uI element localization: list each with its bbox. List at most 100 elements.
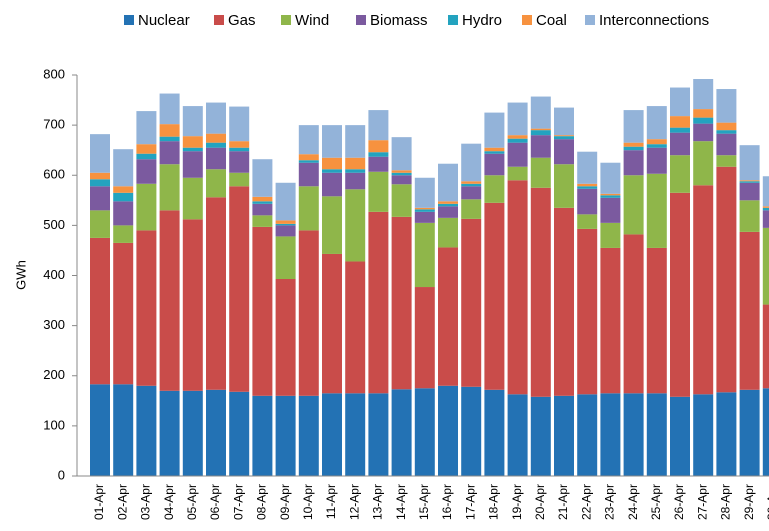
bar-segment — [322, 196, 342, 254]
bar-segment — [670, 127, 690, 133]
bar-segment — [670, 87, 690, 117]
bar-segment — [229, 172, 250, 187]
bar-segment — [554, 136, 574, 140]
bar-segment — [554, 395, 574, 476]
bar-segment — [484, 147, 505, 152]
bar-segment — [391, 175, 412, 185]
x-tick-label: 04-Apr — [162, 484, 176, 520]
x-tick-label: 22-Apr — [579, 484, 593, 520]
x-tick-label: 12-Apr — [347, 484, 361, 520]
bar-segment — [623, 150, 644, 176]
bar-segment — [438, 203, 458, 207]
bar-segment — [90, 237, 110, 385]
bar-segment — [716, 122, 737, 131]
bar-segment — [693, 394, 714, 476]
bar-segment — [229, 147, 250, 152]
bar-segment — [159, 210, 180, 391]
bar-segment — [438, 385, 458, 476]
x-tick-label: 05-Apr — [185, 484, 199, 520]
bar-segment — [414, 388, 435, 476]
bar-segment — [159, 136, 180, 142]
x-tick-label: 09-Apr — [278, 484, 292, 520]
bar-segment — [530, 135, 551, 158]
bar-segment — [322, 172, 342, 197]
bar-segment — [391, 389, 412, 476]
bar-segment — [716, 130, 737, 134]
bar-segment — [391, 137, 412, 171]
bar-segment — [275, 220, 296, 224]
bar-segment — [182, 106, 203, 137]
bar-segment — [182, 136, 203, 148]
bar-segment — [206, 169, 226, 198]
bar-segment — [507, 135, 528, 139]
bar-segment — [762, 210, 769, 228]
legend-label: Coal — [536, 12, 567, 29]
bar-segment — [414, 207, 435, 210]
bar-segment — [414, 177, 435, 208]
x-tick-label: 25-Apr — [649, 484, 663, 520]
bar-segment — [206, 142, 226, 148]
bar-segment — [159, 93, 180, 125]
bar-segment — [646, 173, 667, 248]
legend-label: Wind — [295, 12, 329, 29]
x-tick-label: 03-Apr — [139, 484, 153, 520]
legend-swatch — [448, 15, 458, 25]
bar-segment — [739, 180, 760, 182]
y-tick-label: 0 — [58, 467, 65, 482]
bar-segment — [159, 141, 180, 165]
y-axis-label: GWh — [13, 260, 28, 290]
bar-segment — [739, 200, 760, 232]
bar-segment — [484, 112, 505, 148]
x-tick-label: 13-Apr — [371, 484, 385, 520]
legend-label: Gas — [228, 12, 256, 29]
bar-segment — [484, 153, 505, 176]
bar-segment — [252, 203, 273, 216]
bar-segment — [577, 214, 598, 229]
y-tick-label: 300 — [43, 317, 65, 332]
bar-segment — [206, 133, 226, 143]
bar-segment — [182, 151, 203, 178]
bar-segment — [136, 144, 157, 154]
bar-segment — [623, 146, 644, 151]
legend-swatch — [522, 15, 532, 25]
y-tick-label: 700 — [43, 117, 65, 132]
x-tick-label: 06-Apr — [208, 484, 222, 520]
bar-segment — [739, 389, 760, 476]
bar-segment — [90, 384, 110, 476]
bar-segment — [554, 107, 574, 136]
bar-segment — [646, 106, 667, 140]
bar-segment — [762, 206, 769, 208]
bar-segment — [716, 89, 737, 123]
bar-segment — [275, 279, 296, 396]
bar-segment — [136, 230, 157, 386]
bar-segment — [275, 395, 296, 476]
bar-segment — [600, 193, 621, 196]
bar-segment — [368, 171, 389, 212]
bar-segment — [507, 180, 528, 395]
bar-segment — [530, 130, 551, 136]
bar-segment — [461, 186, 482, 200]
x-tick-label: 18-Apr — [487, 484, 501, 520]
bar-segment — [206, 147, 226, 170]
legend-label: Hydro — [462, 12, 502, 29]
bar-segment — [113, 225, 134, 243]
x-tick-label: 27-Apr — [695, 484, 709, 520]
bar-segment — [438, 201, 458, 204]
bar-segment — [600, 195, 621, 198]
bar-segment — [159, 390, 180, 476]
bar-segment — [600, 247, 621, 394]
bar-segment — [136, 159, 157, 184]
bar-segment — [623, 393, 644, 476]
bar-segment — [229, 141, 250, 148]
bar-segment — [623, 234, 644, 394]
bar-segment — [368, 140, 389, 153]
bar-segment — [298, 395, 319, 476]
x-tick-label: 19-Apr — [510, 484, 524, 520]
bar-segment — [229, 186, 250, 392]
bar-segment — [530, 187, 551, 397]
bar-segment — [507, 394, 528, 476]
bar-segment — [113, 384, 134, 476]
bar-segment — [322, 169, 342, 173]
bar-segment — [577, 188, 598, 215]
bar-segment — [368, 393, 389, 476]
